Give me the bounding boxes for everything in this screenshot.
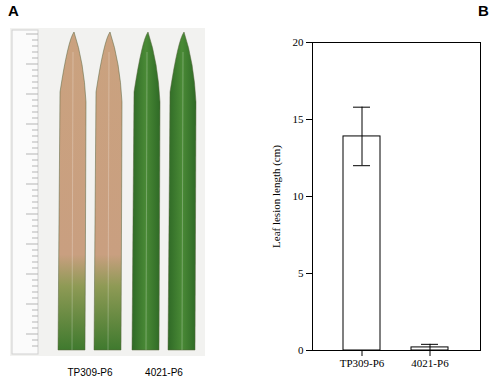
svg-text:10: 10 — [293, 190, 305, 202]
svg-text:0: 0 — [298, 344, 304, 356]
svg-text:5: 5 — [298, 267, 304, 279]
html-text:B: B — [478, 2, 489, 19]
svg-text:4021-P6: 4021-P6 — [145, 367, 183, 378]
svg-text:20: 20 — [293, 36, 305, 48]
svg-text:4021-P6: 4021-P6 — [411, 357, 449, 369]
html-text:A: A — [8, 2, 19, 19]
svg-text:Leaf lesion length (cm): Leaf lesion length (cm) — [270, 145, 283, 248]
svg-text:15: 15 — [293, 113, 305, 125]
svg-text:TP309-P6: TP309-P6 — [67, 367, 112, 378]
svg-text:TP309-P6: TP309-P6 — [340, 357, 385, 369]
